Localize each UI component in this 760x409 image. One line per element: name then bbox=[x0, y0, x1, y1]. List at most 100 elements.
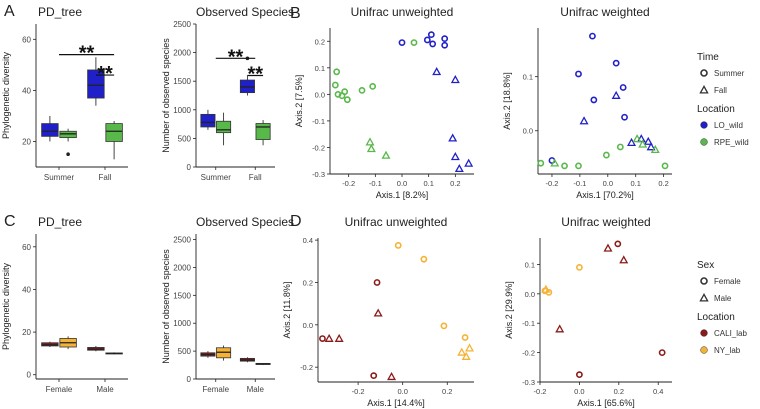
y-tick-label: 40 bbox=[22, 86, 31, 95]
point-triangle bbox=[381, 150, 391, 159]
x-tick-label: 0.0 bbox=[397, 387, 407, 396]
point-triangle bbox=[448, 133, 458, 142]
y-tick-label: 60 bbox=[22, 35, 31, 44]
panel-title: Unifrac unweighted bbox=[345, 215, 448, 229]
box-body bbox=[255, 123, 271, 140]
point-circle bbox=[333, 68, 341, 76]
y-axis-label: Number of observed species bbox=[161, 249, 171, 364]
box-1 bbox=[216, 112, 232, 146]
box-1 bbox=[59, 336, 77, 350]
plot-area bbox=[540, 238, 672, 382]
point-circle bbox=[461, 334, 469, 341]
legend-0: Time Summer Fall bbox=[697, 52, 745, 95]
panel-4: 0 20 40 60 Female Male PD_tree Phylogenetic div… bbox=[1, 215, 128, 394]
point-triangle bbox=[619, 255, 629, 264]
legend-key-circle bbox=[700, 69, 708, 77]
significance-label: ** bbox=[97, 63, 113, 85]
x-tick-label: Summer bbox=[44, 173, 75, 182]
x-tick-label: Female bbox=[202, 385, 229, 394]
point-circle bbox=[537, 159, 545, 167]
point-circle bbox=[619, 84, 627, 91]
y-axis-label: Axis.2 [11.8%] bbox=[282, 282, 292, 339]
point-triangle bbox=[464, 158, 474, 167]
x-tick-label: 0.1 bbox=[423, 179, 433, 188]
box-0 bbox=[200, 109, 216, 130]
significance-label: ** bbox=[79, 43, 95, 65]
plot-area bbox=[36, 234, 128, 379]
point-circle bbox=[429, 40, 437, 48]
x-tick-label: 0.0 bbox=[603, 179, 613, 188]
point-circle bbox=[576, 263, 583, 271]
x-tick-label: 0.0 bbox=[574, 387, 584, 396]
y-tick-label: 40 bbox=[22, 285, 31, 294]
x-tick-label: Male bbox=[247, 385, 265, 394]
y-tick-label: 0.0 bbox=[315, 90, 325, 99]
box-0 bbox=[200, 351, 216, 358]
point-triangle bbox=[373, 308, 383, 317]
legend-label: CALI_lab bbox=[714, 329, 747, 338]
point-triangle bbox=[579, 116, 589, 125]
point-circle bbox=[420, 255, 428, 263]
box-2 bbox=[87, 345, 105, 352]
panel-title: Observed Species bbox=[196, 5, 294, 19]
point-triangle bbox=[638, 139, 648, 148]
box-3 bbox=[255, 362, 271, 366]
box-body bbox=[200, 113, 216, 128]
panel-title: Unifrac weighted bbox=[560, 5, 649, 19]
y-tick-label: 0.1 bbox=[315, 64, 325, 73]
box-3 bbox=[105, 121, 123, 160]
point-triangle bbox=[387, 371, 397, 381]
legend-key-dot bbox=[700, 346, 708, 354]
point-circle bbox=[341, 88, 349, 96]
point-circle bbox=[427, 31, 435, 39]
legend-key-triangle bbox=[699, 293, 709, 302]
y-tick-label: -0.1 bbox=[312, 117, 325, 126]
point-circle bbox=[602, 151, 610, 159]
point-triangle bbox=[603, 243, 613, 252]
x-tick-label: Summer bbox=[201, 173, 232, 182]
box-2 bbox=[239, 357, 255, 363]
y-tick-label: 0 bbox=[187, 163, 192, 172]
y-tick-label: 500 bbox=[178, 347, 192, 356]
legend-3: Location CALI_lab NY_lab bbox=[697, 312, 747, 355]
panel-title: Unifrac weighted bbox=[561, 215, 650, 229]
point-circle bbox=[616, 143, 624, 151]
point-triangle bbox=[550, 158, 560, 167]
x-tick-label: -0.2 bbox=[352, 387, 365, 396]
x-tick-label: -0.1 bbox=[573, 179, 586, 188]
panel-title: PD_tree bbox=[38, 5, 82, 19]
plot-area bbox=[196, 24, 275, 167]
legend-key-dot bbox=[700, 138, 708, 146]
legend-key-triangle bbox=[699, 85, 709, 94]
point-circle bbox=[331, 81, 339, 89]
point-circle bbox=[373, 279, 381, 286]
plot-area bbox=[36, 24, 128, 167]
x-axis-label: Axis.1 [8.2%] bbox=[376, 190, 429, 200]
x-tick-label: -0.1 bbox=[369, 179, 382, 188]
x-axis-label: Axis.1 [70.2%] bbox=[576, 190, 634, 200]
legend-title: Sex bbox=[697, 260, 714, 271]
x-tick-label: -0.2 bbox=[342, 179, 355, 188]
point-circle bbox=[661, 162, 669, 170]
point-triangle bbox=[457, 347, 467, 356]
y-tick-label: 1000 bbox=[173, 319, 191, 328]
box-2 bbox=[239, 56, 255, 96]
x-tick-label: 0.1 bbox=[630, 179, 640, 188]
box-body bbox=[105, 123, 123, 142]
panel-3: 0.0 0.1 -0.2 -0.1 0.0 0.1 0.2 Unifrac weighted A… bbox=[502, 5, 672, 200]
point-circle bbox=[612, 59, 620, 67]
point-triangle bbox=[432, 67, 442, 76]
panel-title: Unifrac unweighted bbox=[351, 5, 454, 19]
point-triangle bbox=[650, 144, 660, 154]
panel-6: -0.2 0.0 0.2 0.4 -0.2 0.0 0.2 Unifrac unweighte… bbox=[282, 215, 475, 408]
x-axis-label: Axis.1 [65.6%] bbox=[577, 398, 635, 408]
panel-letter: D bbox=[290, 213, 302, 230]
y-axis-label: Phylogenetic diversity bbox=[1, 51, 11, 139]
y-tick-label: 2000 bbox=[173, 263, 191, 272]
point-circle bbox=[575, 70, 582, 78]
point-triangle bbox=[632, 134, 642, 143]
plot-area bbox=[318, 238, 474, 382]
box-1 bbox=[59, 128, 77, 157]
